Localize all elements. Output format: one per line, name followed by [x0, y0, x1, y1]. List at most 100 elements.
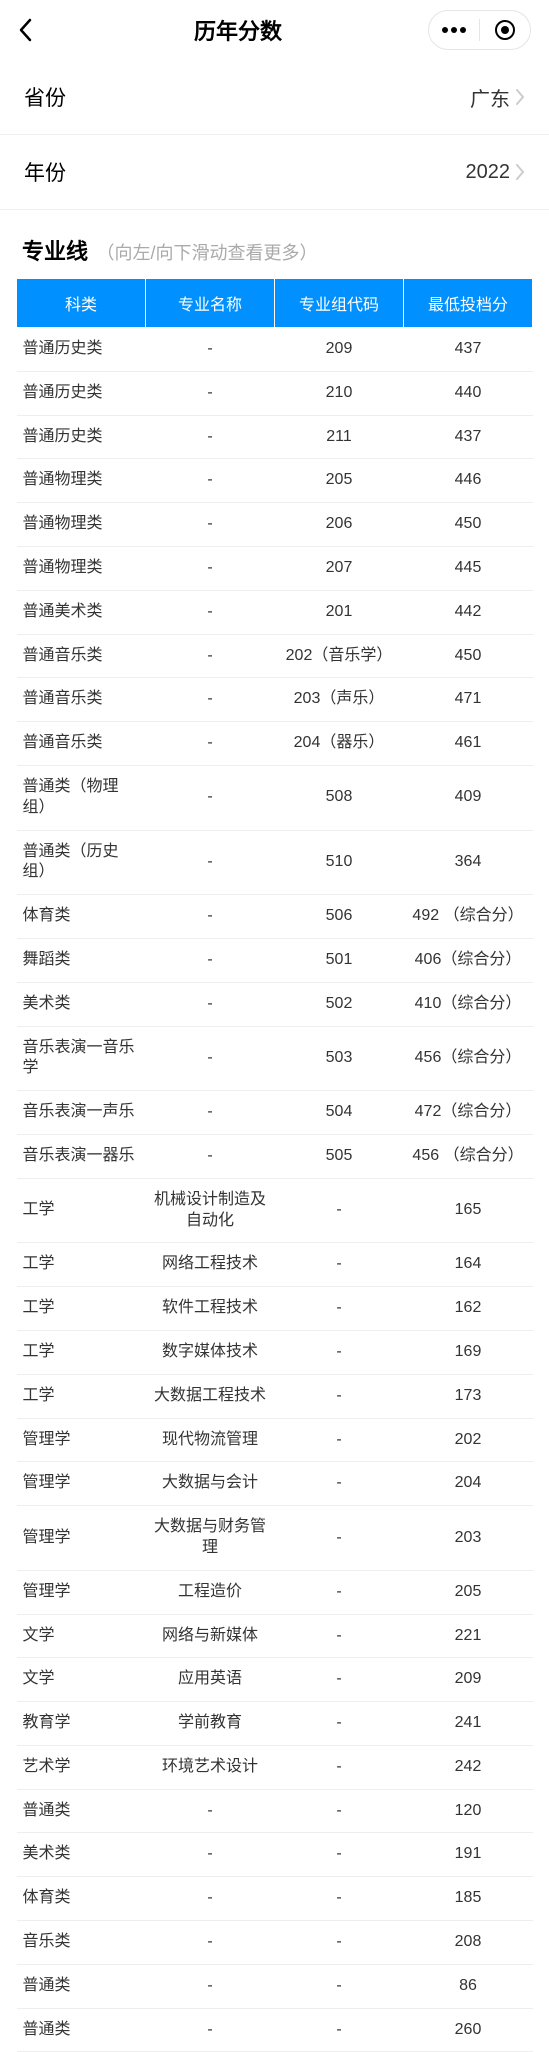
- table-cell: 普通类: [17, 2008, 146, 2052]
- chevron-right-icon: [516, 89, 525, 105]
- scores-table-wrap[interactable]: 科类 专业名称 专业组代码 最低投档分 普通历史类-209437普通历史类-21…: [0, 278, 549, 2052]
- table-cell: -: [275, 1243, 404, 1287]
- year-filter[interactable]: 年份 2022: [0, 135, 549, 210]
- table-cell: 409: [404, 765, 533, 830]
- table-cell: 普通历史类: [17, 371, 146, 415]
- table-row: 普通音乐类-202（音乐学）450: [17, 634, 533, 678]
- year-label: 年份: [24, 157, 66, 187]
- table-cell: 205: [404, 1570, 533, 1614]
- table-row: 管理学工程造价-205: [17, 1570, 533, 1614]
- table-cell: 普通类: [17, 1789, 146, 1833]
- table-cell: 437: [404, 328, 533, 372]
- table-cell: 442: [404, 590, 533, 634]
- table-cell: -: [146, 1964, 275, 2008]
- table-cell: -: [275, 1570, 404, 1614]
- table-cell: -: [146, 328, 275, 372]
- table-cell: 211: [275, 415, 404, 459]
- table-cell: -: [146, 765, 275, 830]
- table-cell: -: [146, 590, 275, 634]
- table-cell: 网络与新媒体: [146, 1614, 275, 1658]
- back-button[interactable]: [18, 18, 48, 42]
- chevron-right-icon: [516, 164, 525, 180]
- table-cell: -: [275, 1658, 404, 1702]
- table-cell: 202: [404, 1418, 533, 1462]
- table-cell: 普通物理类: [17, 503, 146, 547]
- table-cell: -: [146, 830, 275, 895]
- table-row: 管理学大数据与会计-204: [17, 1462, 533, 1506]
- table-cell: 环境艺术设计: [146, 1745, 275, 1789]
- table-cell: 456（综合分）: [404, 1026, 533, 1091]
- table-row: 普通历史类-210440: [17, 371, 533, 415]
- table-row: 管理学大数据与财务管理-203: [17, 1506, 533, 1571]
- table-cell: -: [146, 634, 275, 678]
- table-cell: 音乐表演一器乐: [17, 1134, 146, 1178]
- table-cell: 艺术学: [17, 1745, 146, 1789]
- table-cell: 206: [275, 503, 404, 547]
- table-cell: -: [275, 1877, 404, 1921]
- page-title: 历年分数: [48, 14, 428, 46]
- table-row: 音乐表演一器乐-505456 （综合分）: [17, 1134, 533, 1178]
- table-cell: 大数据工程技术: [146, 1374, 275, 1418]
- table-cell: 工学: [17, 1243, 146, 1287]
- table-cell: 210: [275, 371, 404, 415]
- table-cell: 86: [404, 1964, 533, 2008]
- table-cell: 美术类: [17, 1833, 146, 1877]
- table-cell: 管理学: [17, 1462, 146, 1506]
- table-row: 普通物理类-206450: [17, 503, 533, 547]
- table-cell: 学前教育: [146, 1702, 275, 1746]
- table-cell: -: [275, 1702, 404, 1746]
- table-cell: 162: [404, 1287, 533, 1331]
- table-cell: 体育类: [17, 1877, 146, 1921]
- table-cell: 472（综合分）: [404, 1091, 533, 1135]
- table-cell: -: [275, 1789, 404, 1833]
- table-cell: 工学: [17, 1374, 146, 1418]
- table-cell: 文学: [17, 1614, 146, 1658]
- table-cell: 工学: [17, 1178, 146, 1243]
- table-cell: -: [146, 371, 275, 415]
- close-button[interactable]: [480, 11, 530, 49]
- table-cell: -: [275, 1506, 404, 1571]
- table-cell: 音乐类: [17, 1921, 146, 1965]
- table-cell: -: [146, 2008, 275, 2052]
- table-cell: 美术类: [17, 982, 146, 1026]
- table-cell: 241: [404, 1702, 533, 1746]
- table-cell: 492 （综合分）: [404, 895, 533, 939]
- table-cell: 508: [275, 765, 404, 830]
- table-row: 文学应用英语-209: [17, 1658, 533, 1702]
- table-cell: -: [146, 1833, 275, 1877]
- table-cell: 120: [404, 1789, 533, 1833]
- table-cell: 204: [404, 1462, 533, 1506]
- table-cell: 410（综合分）: [404, 982, 533, 1026]
- more-button[interactable]: [429, 11, 479, 49]
- table-cell: 506: [275, 895, 404, 939]
- table-row: 体育类-506492 （综合分）: [17, 895, 533, 939]
- table-cell: 437: [404, 415, 533, 459]
- year-value-wrap: 2022: [466, 161, 526, 184]
- table-cell: 456 （综合分）: [404, 1134, 533, 1178]
- table-cell: 现代物流管理: [146, 1418, 275, 1462]
- province-value: 广东: [470, 83, 510, 112]
- table-cell: 音乐表演一声乐: [17, 1091, 146, 1135]
- table-cell: 203（声乐）: [275, 678, 404, 722]
- table-row: 体育类--185: [17, 1877, 533, 1921]
- table-row: 文学网络与新媒体-221: [17, 1614, 533, 1658]
- table-cell: 461: [404, 722, 533, 766]
- table-cell: -: [146, 546, 275, 590]
- table-cell: -: [275, 1462, 404, 1506]
- table-cell: -: [146, 938, 275, 982]
- section-title: 专业线: [22, 239, 88, 264]
- table-cell: -: [146, 1921, 275, 1965]
- section-header: 专业线 （向左/向下滑动查看更多）: [0, 210, 549, 278]
- table-cell: 201: [275, 590, 404, 634]
- table-cell: 165: [404, 1178, 533, 1243]
- province-label: 省份: [24, 82, 66, 112]
- province-filter[interactable]: 省份 广东: [0, 60, 549, 135]
- table-cell: 260: [404, 2008, 533, 2052]
- table-row: 艺术学环境艺术设计-242: [17, 1745, 533, 1789]
- table-cell: 501: [275, 938, 404, 982]
- table-cell: 普通历史类: [17, 415, 146, 459]
- table-row: 工学数字媒体技术-169: [17, 1330, 533, 1374]
- table-cell: 202（音乐学）: [275, 634, 404, 678]
- table-row: 舞蹈类-501406（综合分）: [17, 938, 533, 982]
- province-value-wrap: 广东: [470, 83, 525, 112]
